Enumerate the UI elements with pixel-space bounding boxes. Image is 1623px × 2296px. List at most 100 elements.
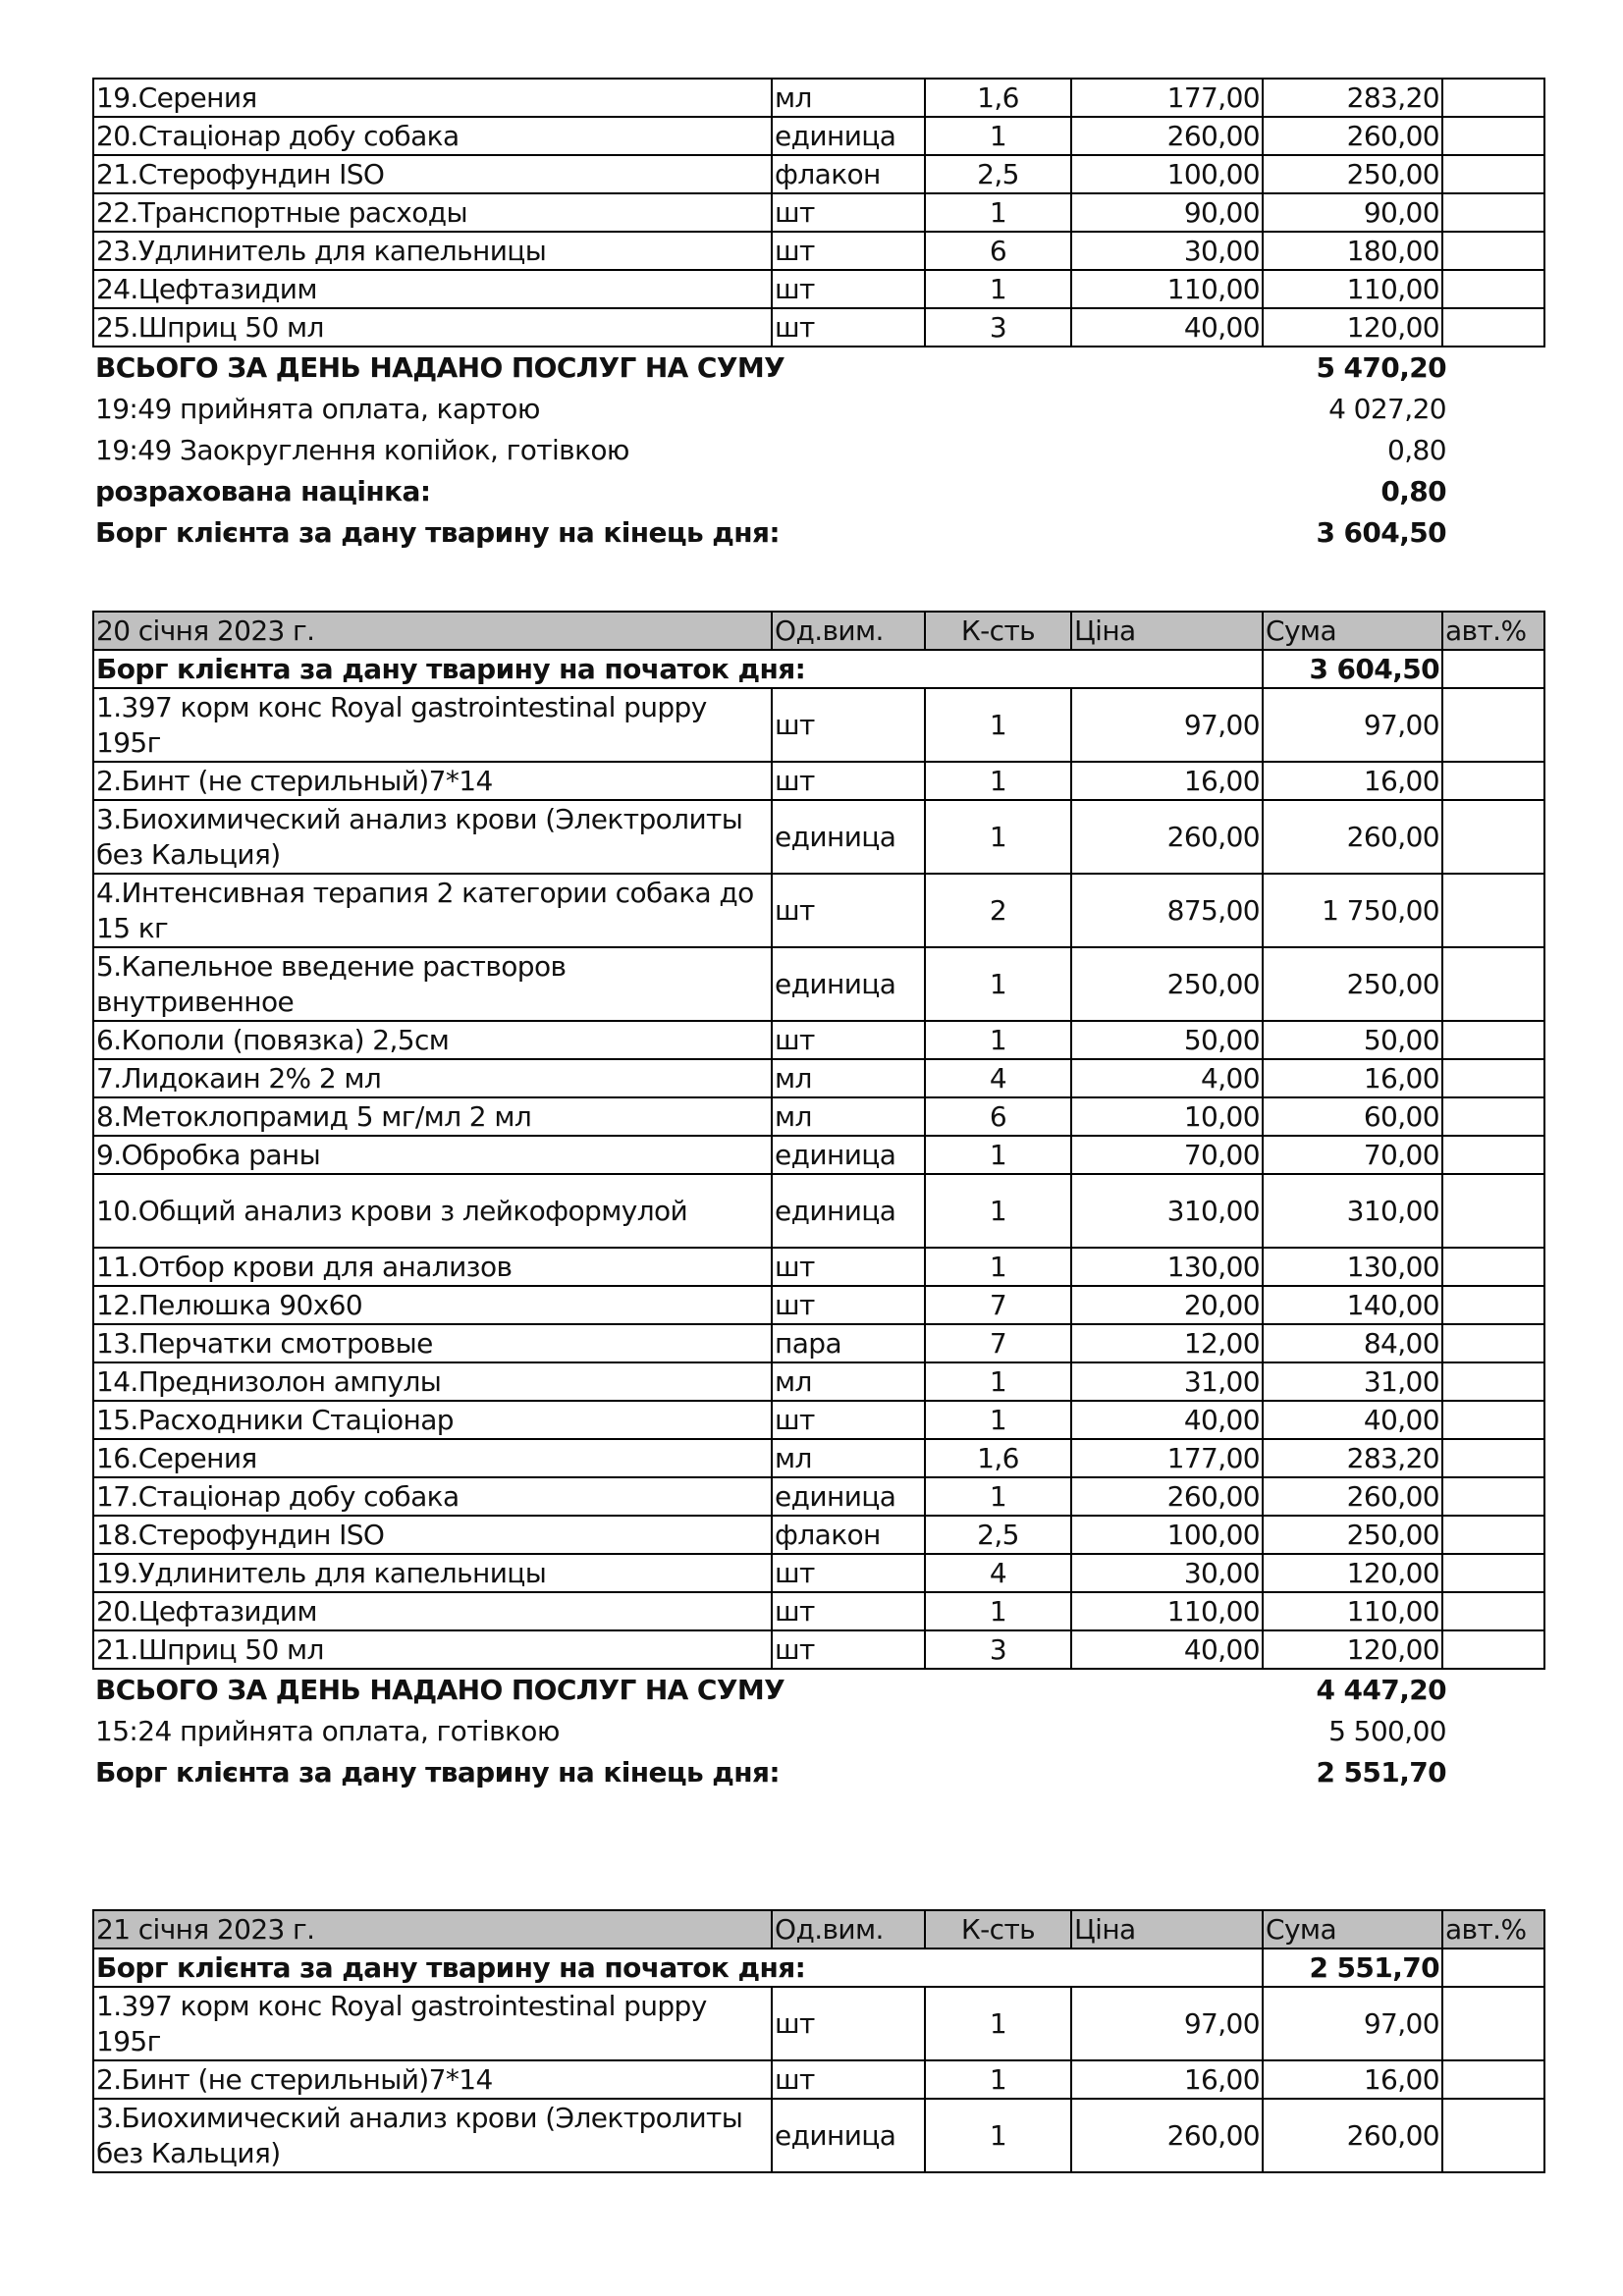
auto-percent-cell: [1441, 761, 1545, 801]
item-unit: единица: [771, 1135, 926, 1175]
item-unit: шт: [771, 873, 926, 948]
item-sum: 260,00: [1262, 2098, 1443, 2173]
table-row: 15.Расходники Стаціонар шт 1 40,00 40,00: [92, 1400, 1545, 1440]
table-row: 19.Удлинитель для капельницы шт 4 30,00 120,…: [92, 1553, 1545, 1593]
table-row: 1.397 корм конс Royal gastrointestinal p…: [92, 687, 1545, 763]
item-name: 10.Общий анализ крови з лейкоформулой: [92, 1173, 773, 1249]
auto-percent-cell: [1441, 1096, 1545, 1137]
table-row: 9.Обробка раны единица 1 70,00 70,00: [92, 1135, 1545, 1175]
item-qty: 1: [924, 946, 1072, 1022]
item-qty: 1: [924, 1400, 1072, 1440]
auto-percent-cell: [1441, 1629, 1545, 1670]
item-sum: 260,00: [1262, 1476, 1443, 1517]
item-price: 90,00: [1070, 192, 1264, 233]
item-unit: единица: [771, 1173, 926, 1249]
summary-label: 15:24 прийнята оплата, готівкою: [95, 1715, 560, 1747]
item-name: 23.Удлинитель для капельницы: [92, 231, 773, 271]
item-qty: 7: [924, 1323, 1072, 1363]
table-row: 21.Стерофундин ISO флакон 2,5 100,00 250,00: [92, 154, 1545, 194]
opening-debt-label: Борг клієнта за дану тварину на початок …: [92, 1948, 1264, 1988]
item-name: 16.Серения: [92, 1438, 773, 1478]
auto-percent-cell: [1441, 269, 1545, 309]
auto-percent-cell: [1441, 1400, 1545, 1440]
item-name: 21.Шприц 50 мл: [92, 1629, 773, 1670]
item-name: 20.Стаціонар добу собака: [92, 116, 773, 156]
item-name: 9.Обробка раны: [92, 1135, 773, 1175]
item-sum: 84,00: [1262, 1323, 1443, 1363]
table-row: 25.Шприц 50 мл шт 3 40,00 120,00: [92, 307, 1545, 347]
item-qty: 1: [924, 1173, 1072, 1249]
summary-label: розрахована націнка:: [95, 475, 431, 507]
item-price: 40,00: [1070, 1400, 1264, 1440]
item-name: 25.Шприц 50 мл: [92, 307, 773, 347]
item-price: 310,00: [1070, 1173, 1264, 1249]
day-section-2023-01-21: 21 січня 2023 г. Од.вим. К-сть Ціна Сума авт.…: [92, 1909, 1545, 2173]
auto-percent-cell: [1441, 649, 1545, 689]
auto-percent-cell: [1441, 78, 1545, 118]
services-table: 21 січня 2023 г. Од.вим. К-сть Ціна Сума авт.…: [92, 1909, 1545, 2173]
item-unit: мл: [771, 78, 926, 118]
auto-percent-cell: [1441, 1515, 1545, 1555]
item-sum: 110,00: [1262, 1591, 1443, 1631]
item-name: 15.Расходники Стаціонар: [92, 1400, 773, 1440]
auto-percent-cell: [1441, 1323, 1545, 1363]
item-sum: 16,00: [1262, 2059, 1443, 2100]
item-name: 11.Отбор крови для анализов: [92, 1247, 773, 1287]
date-header: 20 січня 2023 г.: [92, 611, 773, 651]
table-row: 18.Стерофундин ISO флакон 2,5 100,00 250,00: [92, 1515, 1545, 1555]
item-qty: 1: [924, 1247, 1072, 1287]
auto-percent-cell: [1441, 1476, 1545, 1517]
auto-percent-header: авт.%: [1441, 611, 1545, 651]
table-row: 10.Общий анализ крови з лейкоформулой еди…: [92, 1173, 1545, 1249]
item-price: 50,00: [1070, 1020, 1264, 1060]
auto-percent-cell: [1441, 154, 1545, 194]
item-price: 16,00: [1070, 761, 1264, 801]
item-qty: 7: [924, 1285, 1072, 1325]
item-price: 177,00: [1070, 1438, 1264, 1478]
table-row: 3.Биохимический анализ крови (Электролит…: [92, 2098, 1545, 2173]
auto-percent-cell: [1441, 2059, 1545, 2100]
table-row: 2.Бинт (не стерильный)7*14 шт 1 16,00 16,00: [92, 761, 1545, 801]
table-row: 7.Лидокаин 2% 2 мл мл 4 4,00 16,00: [92, 1058, 1545, 1098]
item-name: 7.Лидокаин 2% 2 мл: [92, 1058, 773, 1098]
item-unit: шт: [771, 307, 926, 347]
table-row: 16.Серения мл 1,6 177,00 283,20: [92, 1438, 1545, 1478]
item-price: 31,00: [1070, 1362, 1264, 1402]
item-price: 130,00: [1070, 1247, 1264, 1287]
auto-percent-cell: [1441, 192, 1545, 233]
summary-value: 2 551,70: [1316, 1756, 1447, 1789]
summary-line: розрахована націнка: 0,80: [92, 471, 1447, 512]
table-row: 21.Шприц 50 мл шт 3 40,00 120,00: [92, 1629, 1545, 1670]
item-qty: 1,6: [924, 1438, 1072, 1478]
item-price: 30,00: [1070, 231, 1264, 271]
item-qty: 1: [924, 116, 1072, 156]
item-qty: 1,6: [924, 78, 1072, 118]
summary-label: Борг клієнта за дану тварину на кінець д…: [95, 516, 781, 549]
item-unit: флакон: [771, 1515, 926, 1555]
item-price: 110,00: [1070, 269, 1264, 309]
opening-debt-row: Борг клієнта за дану тварину на початок …: [92, 1948, 1545, 1988]
item-name: 19.Удлинитель для капельницы: [92, 1553, 773, 1593]
auto-percent-cell: [1441, 231, 1545, 271]
summary-label: 19:49 прийнята оплата, картою: [95, 393, 540, 425]
table-row: 24.Цефтазидим шт 1 110,00 110,00: [92, 269, 1545, 309]
item-price: 177,00: [1070, 78, 1264, 118]
item-price: 97,00: [1070, 687, 1264, 763]
summary-line: 19:49 Заокруглення копійок, готівкою 0,80: [92, 430, 1447, 471]
table-row: 3.Биохимический анализ крови (Электролит…: [92, 799, 1545, 875]
item-name: 8.Метоклопрамид 5 мг/мл 2 мл: [92, 1096, 773, 1137]
item-sum: 90,00: [1262, 192, 1443, 233]
item-qty: 2,5: [924, 1515, 1072, 1555]
auto-percent-cell: [1441, 1362, 1545, 1402]
auto-percent-cell: [1441, 307, 1545, 347]
auto-percent-cell: [1441, 1591, 1545, 1631]
item-unit: шт: [771, 1020, 926, 1060]
item-qty: 1: [924, 799, 1072, 875]
item-unit: единица: [771, 2098, 926, 2173]
item-sum: 40,00: [1262, 1400, 1443, 1440]
summary-line: Борг клієнта за дану тварину на кінець д…: [92, 1752, 1447, 1793]
item-name: 14.Преднизолон ампулы: [92, 1362, 773, 1402]
auto-percent-cell: [1441, 1135, 1545, 1175]
table-row: 6.Кополи (повязка) 2,5см шт 1 50,00 50,00: [92, 1020, 1545, 1060]
item-name: 1.397 корм конс Royal gastrointestinal p…: [92, 687, 773, 763]
